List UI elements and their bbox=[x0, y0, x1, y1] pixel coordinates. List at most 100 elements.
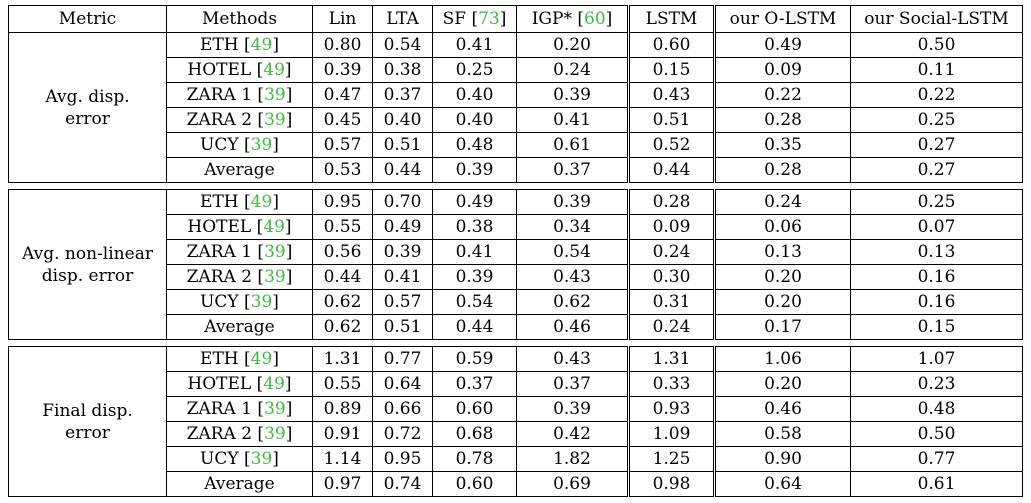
table-row: Average 0.97 0.74 0.60 0.69 0.98 0.64 0.61 bbox=[9, 471, 1023, 497]
value-igp: 0.43 bbox=[516, 264, 629, 290]
method-cell: ETH [49] bbox=[166, 189, 313, 215]
method-name: HOTEL bbox=[187, 217, 252, 237]
header-sf-text: SF [ bbox=[442, 9, 479, 29]
value-igp: 0.20 bbox=[516, 32, 629, 58]
header-o-lstm: our O-LSTM bbox=[713, 5, 851, 33]
citation-link[interactable]: 49 bbox=[263, 217, 285, 237]
cite-open: [ bbox=[251, 217, 264, 237]
table-row: HOTEL [49] 0.39 0.38 0.25 0.24 0.15 0.09 0.11 bbox=[9, 57, 1023, 83]
table-row: ZARA 1 [39] 0.56 0.39 0.41 0.54 0.24 0.13 0.13 bbox=[9, 239, 1023, 265]
value-igp: 0.41 bbox=[516, 107, 629, 133]
method-cell: Average bbox=[166, 314, 313, 340]
metric-label-line1: Final disp. bbox=[42, 400, 133, 421]
value-o-lstm: 0.35 bbox=[713, 132, 851, 158]
metric-cell: Avg. non-linear disp. error bbox=[8, 189, 167, 340]
header-sf: SF [73] bbox=[432, 5, 517, 33]
cite-close: ] bbox=[285, 242, 293, 262]
value-igp: 0.24 bbox=[516, 57, 629, 83]
value-lin: 0.89 bbox=[312, 396, 373, 422]
value-social-lstm: 0.61 bbox=[850, 471, 1023, 497]
cite-close: ] bbox=[285, 110, 293, 130]
citation-link[interactable]: 39 bbox=[250, 135, 273, 155]
value-o-lstm: 1.06 bbox=[713, 346, 851, 372]
header-row: Metric Methods Lin LTA SF [73] IGP* [60]… bbox=[8, 5, 1023, 33]
metric-label-line2: disp. error bbox=[41, 265, 134, 286]
citation-link[interactable]: 39 bbox=[264, 399, 286, 419]
value-o-lstm: 0.28 bbox=[713, 107, 851, 133]
method-cell: UCY [39] bbox=[166, 446, 313, 472]
value-social-lstm: 0.23 bbox=[850, 371, 1023, 397]
value-lstm: 0.33 bbox=[627, 371, 715, 397]
metric-label-line2: error bbox=[65, 422, 110, 443]
value-lta: 0.95 bbox=[372, 446, 433, 472]
citation-link[interactable]: 39 bbox=[264, 110, 286, 130]
value-social-lstm: 0.50 bbox=[850, 32, 1023, 58]
value-lstm: 1.25 bbox=[627, 446, 715, 472]
cite-open: [ bbox=[238, 449, 251, 469]
value-sf: 0.60 bbox=[432, 396, 517, 422]
value-lin: 0.95 bbox=[312, 189, 373, 215]
value-sf: 0.41 bbox=[432, 239, 517, 265]
value-sf: 0.44 bbox=[432, 314, 517, 340]
cite-open: [ bbox=[252, 85, 265, 105]
citation-link[interactable]: 39 bbox=[250, 292, 273, 312]
header-igp-cite[interactable]: 60 bbox=[584, 9, 606, 29]
value-o-lstm: 0.24 bbox=[713, 189, 851, 215]
cite-open: [ bbox=[238, 135, 251, 155]
metric-label-line1: Avg. disp. bbox=[45, 86, 130, 107]
value-lstm: 0.60 bbox=[627, 32, 715, 58]
value-lta: 0.72 bbox=[372, 421, 433, 447]
value-lta: 0.74 bbox=[372, 471, 433, 497]
value-igp: 0.34 bbox=[516, 214, 629, 240]
value-lstm: 1.31 bbox=[627, 346, 715, 372]
citation-link[interactable]: 49 bbox=[250, 35, 273, 55]
cite-close: ] bbox=[285, 85, 293, 105]
citation-link[interactable]: 49 bbox=[263, 60, 285, 80]
value-o-lstm: 0.17 bbox=[713, 314, 851, 340]
cite-open: [ bbox=[252, 110, 265, 130]
value-lta: 0.54 bbox=[372, 32, 433, 58]
value-igp: 0.39 bbox=[516, 82, 629, 108]
cite-open: [ bbox=[238, 35, 251, 55]
value-lstm: 0.24 bbox=[627, 239, 715, 265]
cite-close: ] bbox=[285, 399, 293, 419]
group-separator bbox=[8, 182, 1023, 190]
value-lin: 0.45 bbox=[312, 107, 373, 133]
cite-open: [ bbox=[238, 349, 251, 369]
citation-link[interactable]: 49 bbox=[250, 192, 273, 212]
method-cell: ZARA 2 [39] bbox=[166, 421, 313, 447]
citation-link[interactable]: 39 bbox=[264, 267, 286, 287]
method-cell: ZARA 1 [39] bbox=[166, 82, 313, 108]
citation-link[interactable]: 49 bbox=[263, 374, 285, 394]
value-igp: 0.37 bbox=[516, 371, 629, 397]
header-sf-cite[interactable]: 73 bbox=[478, 9, 500, 29]
value-sf: 0.68 bbox=[432, 421, 517, 447]
value-lta: 0.39 bbox=[372, 239, 433, 265]
header-igp-close: ] bbox=[605, 9, 613, 29]
value-social-lstm: 0.16 bbox=[850, 264, 1023, 290]
header-sf-close: ] bbox=[499, 9, 507, 29]
table-row: ZARA 2 [39] 0.45 0.40 0.40 0.41 0.51 0.28 0.25 bbox=[9, 107, 1023, 133]
value-sf: 0.39 bbox=[432, 157, 517, 183]
value-igp: 0.42 bbox=[516, 421, 629, 447]
method-name: ZARA 1 bbox=[186, 242, 253, 262]
method-cell: ETH [49] bbox=[166, 32, 313, 58]
value-social-lstm: 1.07 bbox=[850, 346, 1023, 372]
value-lin: 0.56 bbox=[312, 239, 373, 265]
citation-link[interactable]: 39 bbox=[264, 242, 286, 262]
value-lstm: 1.09 bbox=[627, 421, 715, 447]
method-cell: Average bbox=[166, 157, 313, 183]
value-lin: 0.97 bbox=[312, 471, 373, 497]
citation-link[interactable]: 49 bbox=[250, 349, 273, 369]
value-social-lstm: 0.48 bbox=[850, 396, 1023, 422]
group-separator bbox=[8, 339, 1023, 347]
cite-close: ] bbox=[284, 60, 292, 80]
table-row: Average 0.53 0.44 0.39 0.37 0.44 0.28 0.27 bbox=[9, 157, 1023, 183]
citation-link[interactable]: 39 bbox=[264, 85, 286, 105]
citation-link[interactable]: 39 bbox=[250, 449, 273, 469]
citation-link[interactable]: 39 bbox=[264, 424, 286, 444]
table-row: HOTEL [49] 0.55 0.49 0.38 0.34 0.09 0.06 0.07 bbox=[9, 214, 1023, 240]
cite-close: ] bbox=[272, 449, 279, 469]
header-igp-text: IGP* [ bbox=[531, 9, 584, 29]
value-social-lstm: 0.22 bbox=[850, 82, 1023, 108]
